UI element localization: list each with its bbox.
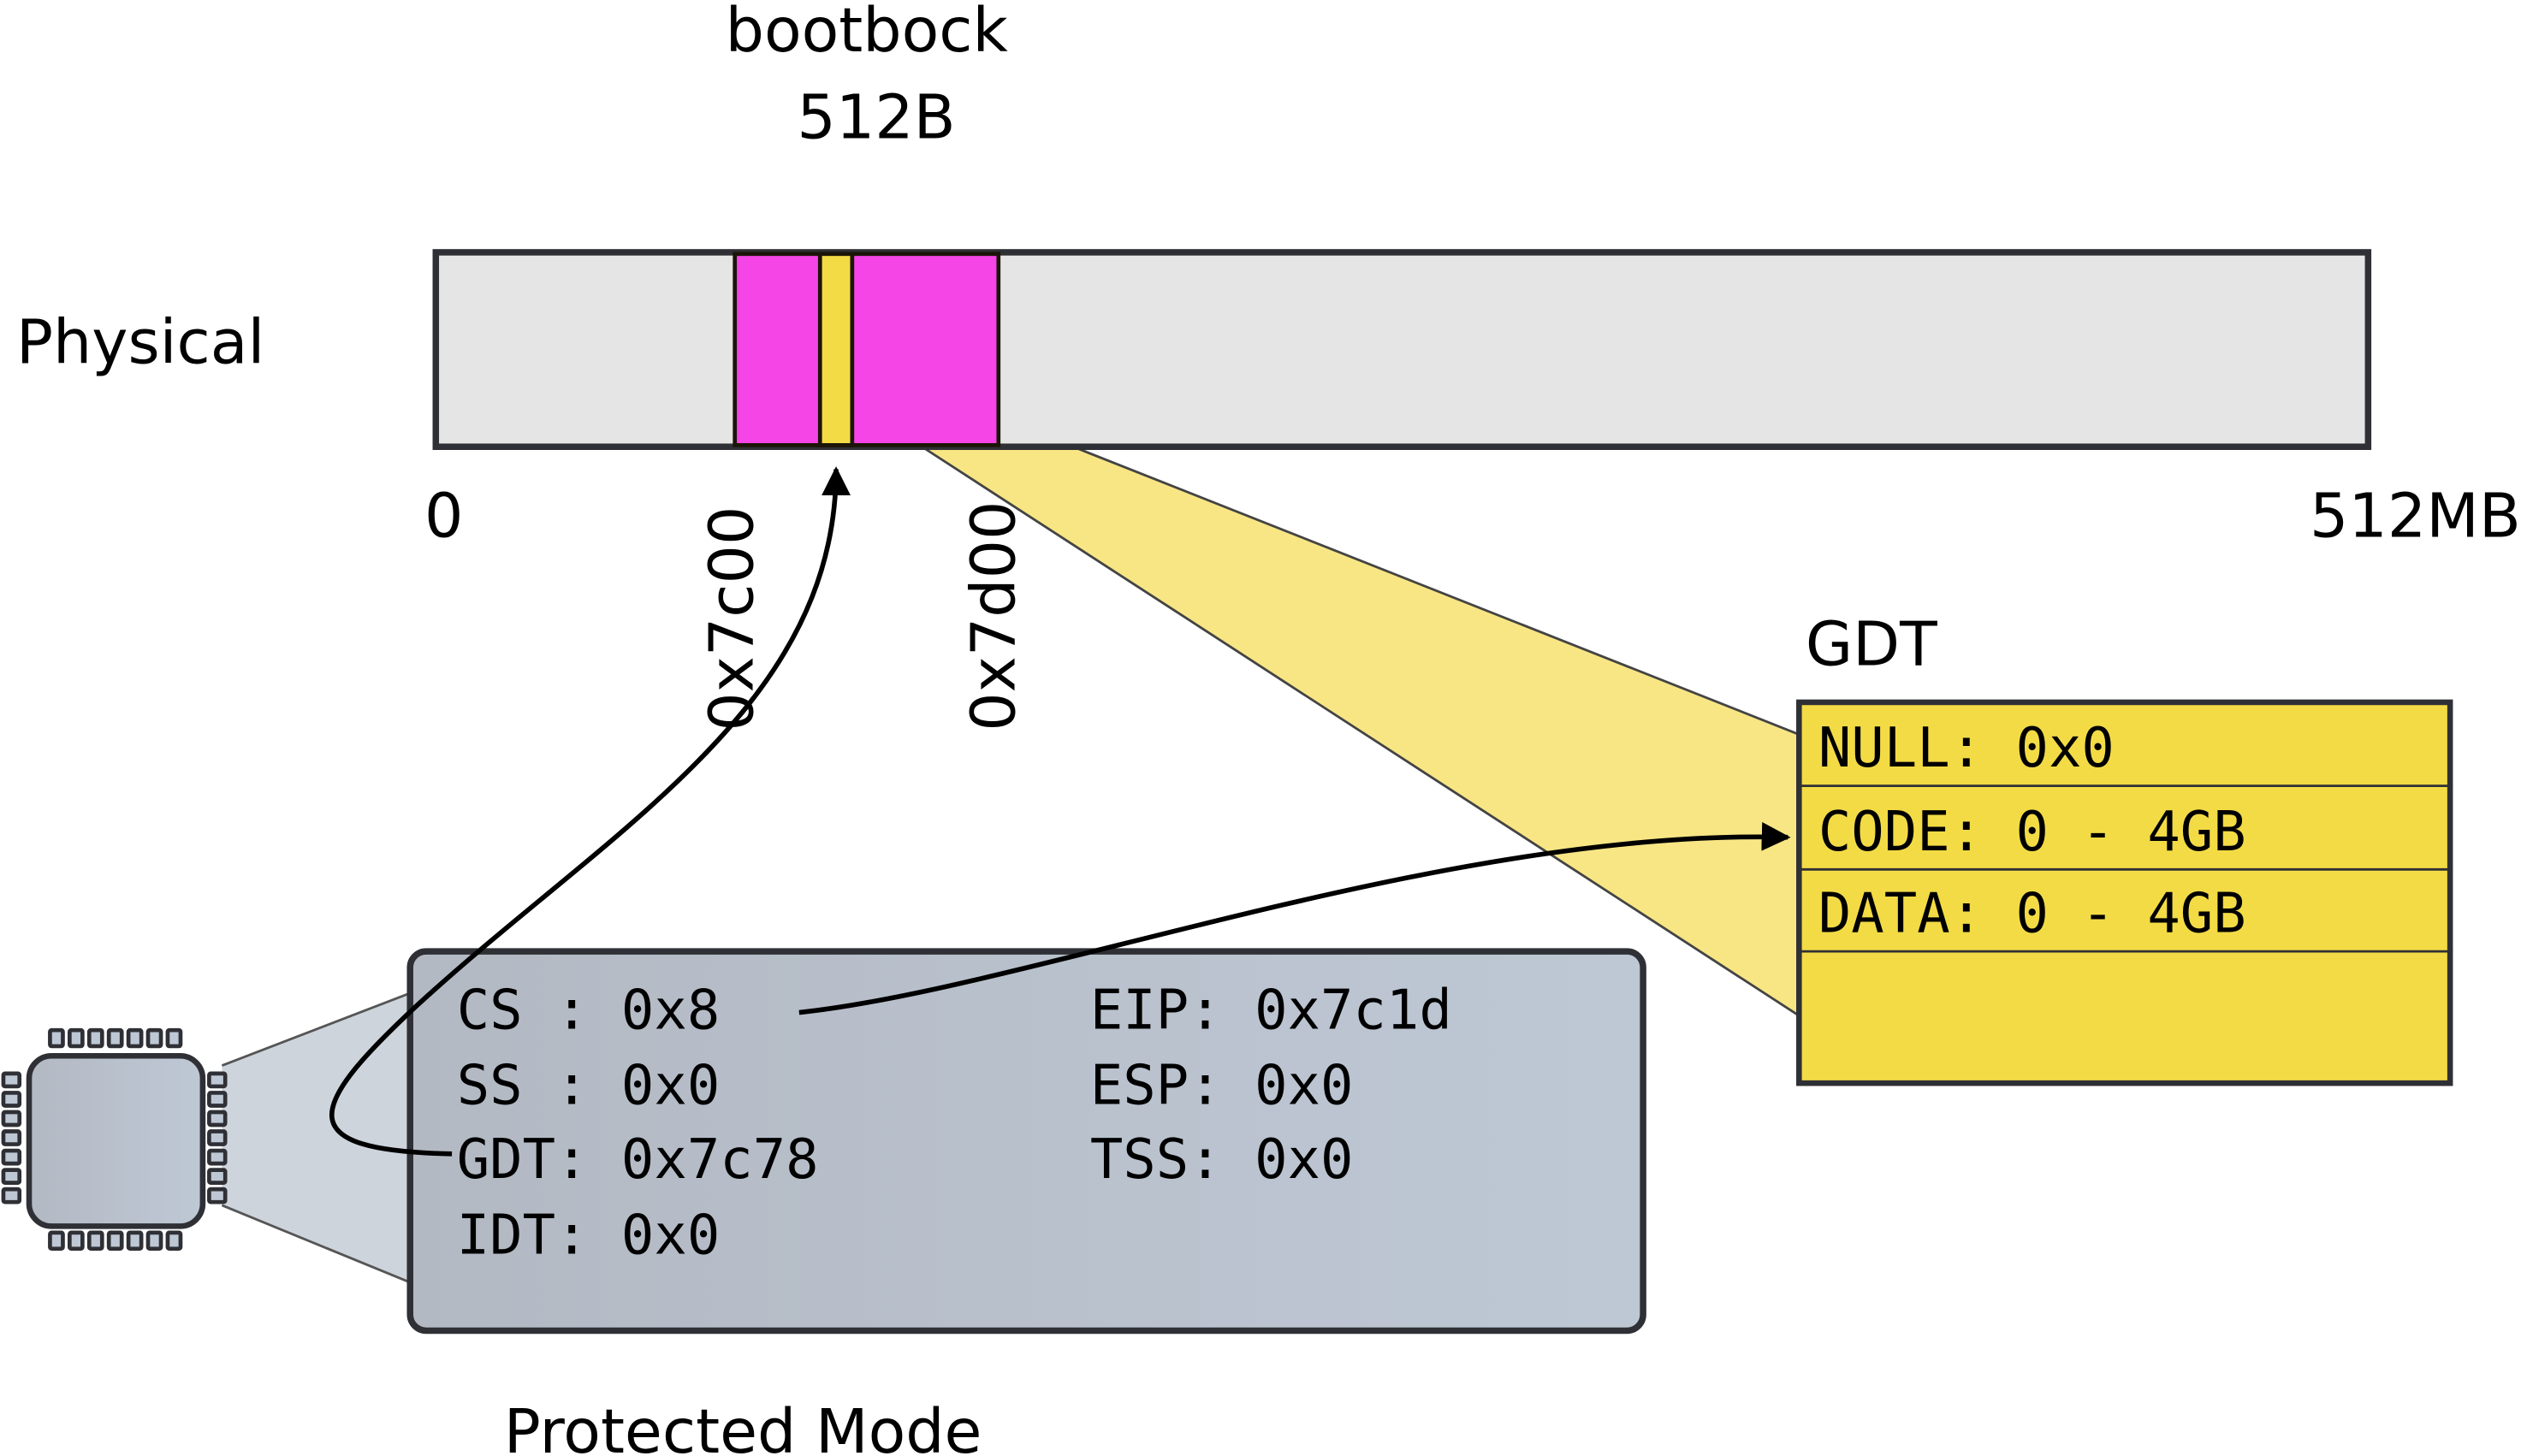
chip-pin bbox=[165, 1027, 183, 1049]
chip-pin bbox=[86, 1230, 104, 1252]
chip-pin bbox=[207, 1129, 228, 1146]
physical-end-label: 512MB bbox=[2310, 480, 2521, 551]
chip-pin bbox=[67, 1230, 85, 1252]
chip-pin bbox=[1, 1091, 22, 1108]
chip-pin bbox=[1, 1110, 22, 1128]
funnel-edge-upper bbox=[1077, 447, 1800, 736]
chip-pin bbox=[207, 1187, 228, 1204]
chip-pin bbox=[207, 1091, 228, 1108]
chip-pin bbox=[1, 1168, 22, 1185]
chip-pin bbox=[207, 1110, 228, 1128]
chip-pin bbox=[1, 1187, 22, 1204]
gdt-table: NULL: 0x0 CODE: 0 - 4GB DATA: 0 - 4GB bbox=[1796, 699, 2453, 1086]
bootblock-region bbox=[733, 252, 1001, 447]
register-esp: ESP: 0x0 bbox=[1090, 1055, 1354, 1118]
chip-pin bbox=[165, 1230, 183, 1252]
chip-pin bbox=[145, 1230, 163, 1252]
chip-pin bbox=[48, 1230, 65, 1252]
chip-pin bbox=[207, 1148, 228, 1166]
gdt-row-null: NULL: 0x0 bbox=[1818, 717, 2115, 780]
cpu-chip-icon bbox=[1, 1027, 228, 1252]
physical-start-label: 0 bbox=[424, 480, 463, 551]
register-cs: CS : 0x8 bbox=[457, 979, 721, 1042]
funnel-edge-lower bbox=[923, 447, 1800, 1017]
register-eip: EIP: 0x7c1d bbox=[1090, 979, 1452, 1042]
gdt-register-arrow bbox=[329, 466, 851, 1157]
gdt-region bbox=[817, 252, 855, 447]
gdt-row-code: CODE: 0 - 4GB bbox=[1818, 801, 2246, 864]
chip-pin bbox=[48, 1027, 65, 1049]
chip-pin bbox=[86, 1027, 104, 1049]
cpu-zoom-funnel bbox=[222, 992, 411, 1283]
physical-memory-bar bbox=[432, 249, 2372, 451]
chip-pin bbox=[67, 1027, 85, 1049]
chip-pin bbox=[126, 1027, 144, 1049]
chip-pin bbox=[1, 1071, 22, 1089]
bootblock-size: 512B bbox=[797, 82, 955, 153]
bootblock-title: bootbock bbox=[726, 0, 1009, 66]
cpu-funnel-edge-lower bbox=[221, 1204, 411, 1284]
cpu-registers-panel bbox=[406, 948, 1646, 1335]
chip-pin bbox=[145, 1027, 163, 1049]
chip-pin bbox=[106, 1230, 124, 1252]
register-idt: IDT: 0x0 bbox=[457, 1204, 721, 1267]
chip-pin bbox=[207, 1071, 228, 1089]
gdt-row-data: DATA: 0 - 4GB bbox=[1818, 883, 2246, 946]
cpu-funnel-edge-upper bbox=[221, 991, 411, 1067]
register-gdt: GDT: 0x7c78 bbox=[457, 1128, 819, 1192]
chip-pin bbox=[106, 1027, 124, 1049]
register-ss: SS : 0x0 bbox=[457, 1055, 721, 1118]
chip-pin bbox=[1, 1129, 22, 1146]
chip-pin bbox=[207, 1168, 228, 1185]
gdt-title: GDT bbox=[1806, 609, 1937, 680]
chip-pin bbox=[1, 1148, 22, 1166]
cs-selector-arrow bbox=[798, 821, 1791, 1015]
register-tss: TSS: 0x0 bbox=[1090, 1128, 1354, 1192]
protected-mode-label: Protected Mode bbox=[504, 1396, 982, 1456]
marker-0x7d00: 0x7d00 bbox=[958, 501, 1029, 731]
chip-body bbox=[26, 1052, 206, 1229]
physical-label: Physical bbox=[16, 307, 264, 378]
chip-pin bbox=[126, 1230, 144, 1252]
